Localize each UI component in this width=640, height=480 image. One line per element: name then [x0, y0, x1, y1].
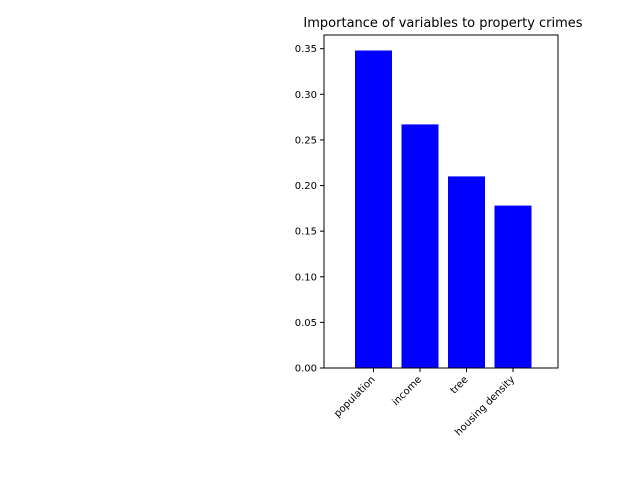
- y-tick-label: 0.05: [295, 318, 317, 329]
- y-tick-label: 0.25: [295, 135, 317, 146]
- y-tick-label: 0.20: [295, 181, 317, 192]
- y-tick-label: 0.30: [295, 90, 317, 101]
- y-tick-label: 0.35: [295, 44, 317, 55]
- x-tick-label: population: [332, 374, 377, 419]
- y-tick-label: 0.00: [295, 364, 317, 375]
- y-tick-label: 0.10: [295, 272, 317, 283]
- plot-frame: [323, 34, 559, 369]
- x-tick-label: tree: [449, 374, 471, 396]
- y-axis: 0.00 0.05 0.10 0.15 0.20 0.25 0.30 0.35: [295, 44, 324, 375]
- bar-housing-density: [494, 205, 532, 368]
- y-tick-label: 0.15: [295, 227, 317, 238]
- bar-population: [355, 50, 392, 369]
- bar-tree: [448, 176, 485, 368]
- x-tick-label: income: [390, 374, 424, 408]
- bar-income: [401, 124, 439, 368]
- bars-layer: [355, 50, 532, 369]
- chart-title: Importance of variables to property crim…: [303, 16, 582, 31]
